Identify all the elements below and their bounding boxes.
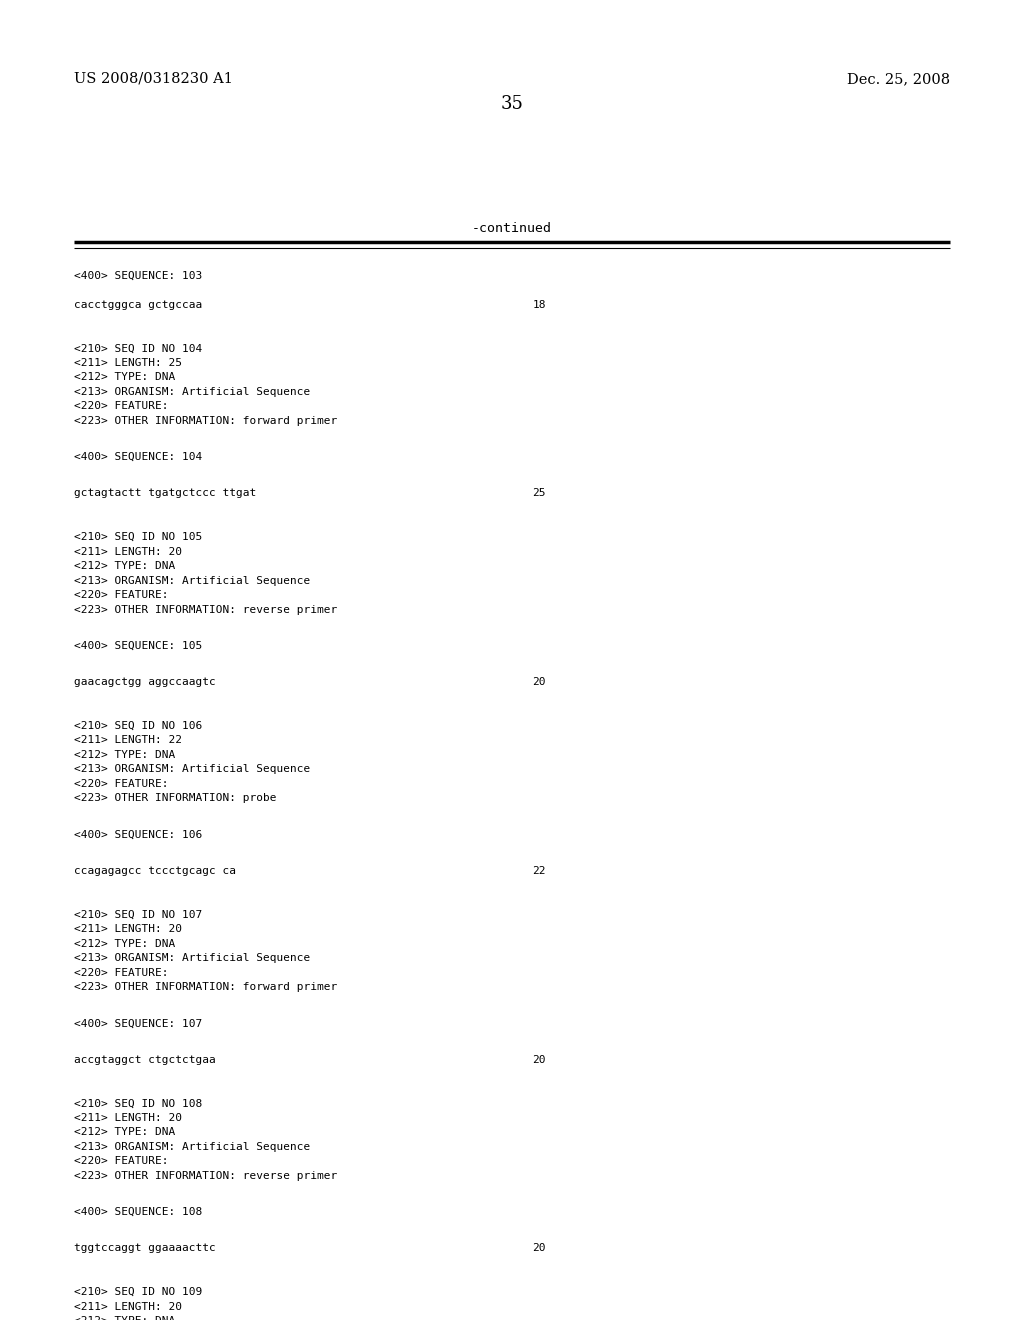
- Text: <213> ORGANISM: Artificial Sequence: <213> ORGANISM: Artificial Sequence: [74, 953, 310, 964]
- Text: <210> SEQ ID NO 104: <210> SEQ ID NO 104: [74, 343, 202, 354]
- Text: <223> OTHER INFORMATION: reverse primer: <223> OTHER INFORMATION: reverse primer: [74, 605, 337, 615]
- Text: gaacagctgg aggccaagtc: gaacagctgg aggccaagtc: [74, 677, 215, 688]
- Text: <223> OTHER INFORMATION: probe: <223> OTHER INFORMATION: probe: [74, 793, 276, 804]
- Text: <211> LENGTH: 20: <211> LENGTH: 20: [74, 924, 181, 935]
- Text: US 2008/0318230 A1: US 2008/0318230 A1: [74, 71, 232, 86]
- Text: 22: 22: [532, 866, 546, 876]
- Text: <220> FEATURE:: <220> FEATURE:: [74, 1156, 168, 1167]
- Text: <400> SEQUENCE: 108: <400> SEQUENCE: 108: [74, 1206, 202, 1217]
- Text: <220> FEATURE:: <220> FEATURE:: [74, 590, 168, 601]
- Text: <211> LENGTH: 20: <211> LENGTH: 20: [74, 546, 181, 557]
- Text: <210> SEQ ID NO 106: <210> SEQ ID NO 106: [74, 721, 202, 731]
- Text: tggtccaggt ggaaaacttc: tggtccaggt ggaaaacttc: [74, 1243, 215, 1254]
- Text: <213> ORGANISM: Artificial Sequence: <213> ORGANISM: Artificial Sequence: [74, 1142, 310, 1152]
- Text: accgtaggct ctgctctgaa: accgtaggct ctgctctgaa: [74, 1055, 215, 1065]
- Text: <210> SEQ ID NO 109: <210> SEQ ID NO 109: [74, 1287, 202, 1298]
- Text: <220> FEATURE:: <220> FEATURE:: [74, 968, 168, 978]
- Text: <400> SEQUENCE: 103: <400> SEQUENCE: 103: [74, 271, 202, 281]
- Text: <211> LENGTH: 22: <211> LENGTH: 22: [74, 735, 181, 746]
- Text: <223> OTHER INFORMATION: forward primer: <223> OTHER INFORMATION: forward primer: [74, 416, 337, 426]
- Text: <223> OTHER INFORMATION: reverse primer: <223> OTHER INFORMATION: reverse primer: [74, 1171, 337, 1181]
- Text: <210> SEQ ID NO 108: <210> SEQ ID NO 108: [74, 1098, 202, 1109]
- Text: <212> TYPE: DNA: <212> TYPE: DNA: [74, 1127, 175, 1138]
- Text: 25: 25: [532, 488, 546, 499]
- Text: Dec. 25, 2008: Dec. 25, 2008: [847, 71, 950, 86]
- Text: -continued: -continued: [472, 222, 552, 235]
- Text: ccagagagcc tccctgcagc ca: ccagagagcc tccctgcagc ca: [74, 866, 236, 876]
- Text: <400> SEQUENCE: 106: <400> SEQUENCE: 106: [74, 829, 202, 840]
- Text: <220> FEATURE:: <220> FEATURE:: [74, 779, 168, 789]
- Text: cacctgggca gctgccaa: cacctgggca gctgccaa: [74, 300, 202, 310]
- Text: <213> ORGANISM: Artificial Sequence: <213> ORGANISM: Artificial Sequence: [74, 576, 310, 586]
- Text: <210> SEQ ID NO 105: <210> SEQ ID NO 105: [74, 532, 202, 543]
- Text: <220> FEATURE:: <220> FEATURE:: [74, 401, 168, 412]
- Text: <212> TYPE: DNA: <212> TYPE: DNA: [74, 939, 175, 949]
- Text: <211> LENGTH: 25: <211> LENGTH: 25: [74, 358, 181, 368]
- Text: <212> TYPE: DNA: <212> TYPE: DNA: [74, 1316, 175, 1320]
- Text: <212> TYPE: DNA: <212> TYPE: DNA: [74, 561, 175, 572]
- Text: <223> OTHER INFORMATION: forward primer: <223> OTHER INFORMATION: forward primer: [74, 982, 337, 993]
- Text: <212> TYPE: DNA: <212> TYPE: DNA: [74, 750, 175, 760]
- Text: <211> LENGTH: 20: <211> LENGTH: 20: [74, 1113, 181, 1123]
- Text: 20: 20: [532, 1055, 546, 1065]
- Text: <400> SEQUENCE: 104: <400> SEQUENCE: 104: [74, 451, 202, 462]
- Text: 18: 18: [532, 300, 546, 310]
- Text: <213> ORGANISM: Artificial Sequence: <213> ORGANISM: Artificial Sequence: [74, 764, 310, 775]
- Text: <210> SEQ ID NO 107: <210> SEQ ID NO 107: [74, 909, 202, 920]
- Text: <213> ORGANISM: Artificial Sequence: <213> ORGANISM: Artificial Sequence: [74, 387, 310, 397]
- Text: <211> LENGTH: 20: <211> LENGTH: 20: [74, 1302, 181, 1312]
- Text: 20: 20: [532, 677, 546, 688]
- Text: <400> SEQUENCE: 107: <400> SEQUENCE: 107: [74, 1018, 202, 1028]
- Text: <400> SEQUENCE: 105: <400> SEQUENCE: 105: [74, 640, 202, 651]
- Text: <212> TYPE: DNA: <212> TYPE: DNA: [74, 372, 175, 383]
- Text: 20: 20: [532, 1243, 546, 1254]
- Text: 35: 35: [501, 95, 523, 114]
- Text: gctagtactt tgatgctccc ttgat: gctagtactt tgatgctccc ttgat: [74, 488, 256, 499]
